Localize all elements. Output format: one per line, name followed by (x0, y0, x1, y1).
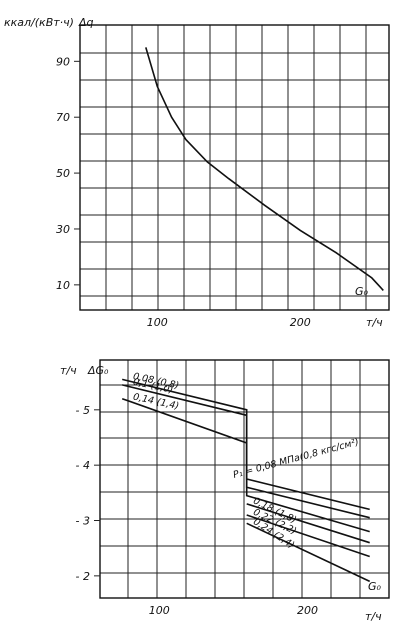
top-y-tick-label: 50 (56, 167, 70, 180)
bottom-tick-labels: 100 200 - 2 - 3 - 4 - 5 (76, 404, 318, 617)
bottom-grid (99, 359, 390, 599)
bottom-series-label: 0,14 (1,4) (132, 392, 180, 412)
top-series (145, 47, 384, 291)
bottom-series-line (246, 514, 370, 558)
top-series-line (145, 47, 384, 291)
bottom-y-tick-label: - 4 (76, 459, 90, 472)
bottom-y-tick-label: - 5 (76, 404, 90, 417)
top-y-tick-label: 30 (56, 223, 70, 236)
bottom-y-unit-label: т/ч (60, 364, 77, 377)
top-y-tick-label: 10 (56, 279, 70, 292)
top-x-tick-label: 200 (290, 316, 311, 329)
bottom-series (121, 378, 371, 583)
top-y-tick-label: 90 (56, 55, 70, 68)
top-y-tick-label: 70 (56, 111, 70, 124)
bottom-pressure-label: P₁ = 0,08 МПа(0,8 кгс/см²) (232, 437, 360, 481)
bottom-y-axis-name: ΔG₀ (87, 364, 109, 377)
bottom-y-tick-label: - 2 (76, 570, 90, 583)
top-grid (79, 24, 390, 311)
chart-top: 100 200 10 30 50 70 90 ккал/(кВт·ч) Δq G₀ т/ч (4, 16, 390, 329)
bottom-plot-frame (99, 359, 390, 599)
bottom-series-line (246, 522, 371, 583)
bottom-x-unit-label: т/ч (365, 610, 382, 623)
top-plot-frame (79, 24, 390, 311)
top-tick-labels: 100 200 10 30 50 70 90 (56, 55, 311, 329)
top-y-axis-name: Δq (78, 16, 94, 29)
top-x-axis-name: G₀ (355, 285, 369, 298)
bottom-x-tick-label: 100 (149, 604, 170, 617)
bottom-x-tick-label: 200 (297, 604, 318, 617)
top-x-unit-label: т/ч (366, 316, 383, 329)
bottom-y-tick-label: - 3 (76, 515, 90, 528)
bottom-series-line (121, 397, 370, 533)
bottom-series-line (246, 503, 370, 544)
top-y-unit-label: ккал/(кВт·ч) (4, 16, 74, 29)
top-x-tick-label: 100 (147, 316, 168, 329)
bottom-x-axis-name: G₀ (368, 580, 382, 593)
chart-bottom: 100 200- 2- 3- 4- 5 0,08 (0,8)0,1 (1,0)0,… (60, 359, 390, 623)
